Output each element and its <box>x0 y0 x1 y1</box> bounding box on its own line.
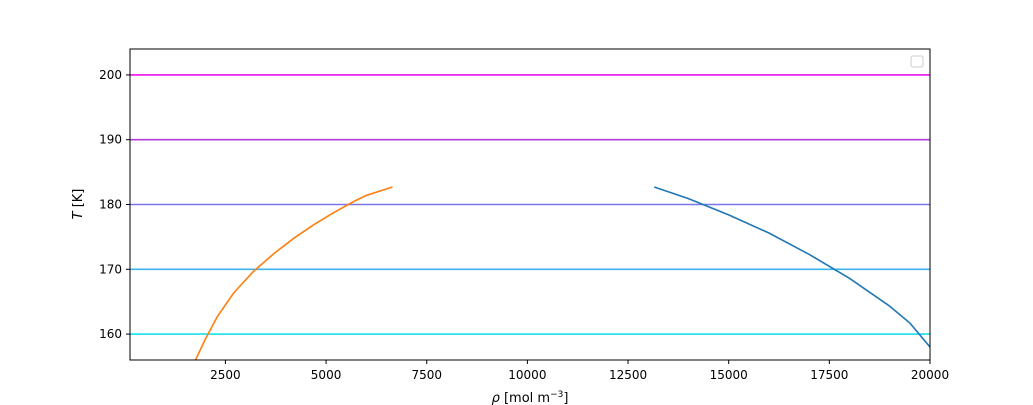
series-layer <box>194 186 930 360</box>
y-axis-label: T [K] <box>71 189 86 220</box>
y-tick-label: 170 <box>99 262 122 276</box>
y-tick-label: 180 <box>99 198 122 212</box>
legend-box <box>910 55 924 68</box>
y-axis: 160 170 180 190 200 <box>99 68 130 341</box>
y-tick-label: 160 <box>99 327 122 341</box>
x-tick-label: 20000 <box>911 368 949 382</box>
x-tick-label: 17500 <box>810 368 848 382</box>
x-axis-label: ρ [mol m−3] <box>492 390 569 405</box>
series-line-2 <box>653 186 930 348</box>
x-tick-label: 10000 <box>508 368 546 382</box>
x-axis: 2500 5000 7500 10000 12500 15000 17500 20000 <box>210 360 949 382</box>
x-tick-label: 5000 <box>311 368 342 382</box>
x-tick-label: 2500 <box>210 368 241 382</box>
series-line-1 <box>194 186 393 360</box>
y-tick-label: 190 <box>99 133 122 147</box>
x-tick-label: 7500 <box>411 368 442 382</box>
x-tick-label: 12500 <box>609 368 647 382</box>
x-tick-label: 15000 <box>710 368 748 382</box>
y-tick-label: 200 <box>99 68 122 82</box>
reference-lines <box>130 74 930 335</box>
